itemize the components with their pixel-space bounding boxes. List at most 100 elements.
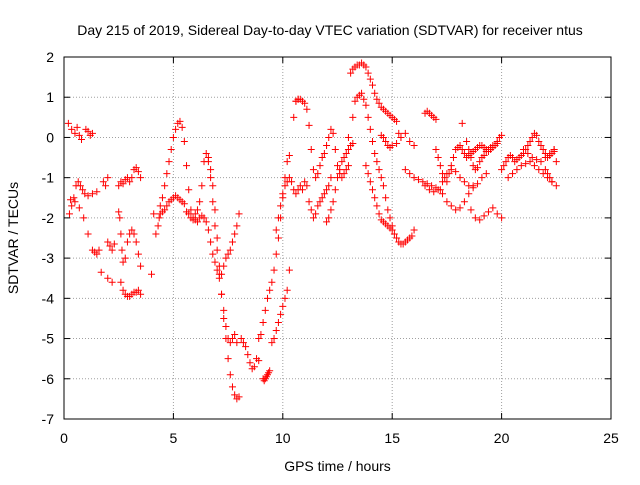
- data-point: [439, 170, 447, 178]
- data-point: [373, 202, 381, 210]
- data-point: [447, 162, 455, 170]
- data-point: [161, 206, 169, 214]
- data-point: [222, 322, 230, 330]
- data-point: [178, 123, 186, 131]
- data-point: [283, 158, 291, 166]
- data-point: [115, 208, 123, 216]
- data-point: [126, 178, 134, 186]
- data-point: [452, 206, 460, 214]
- data-point: [498, 166, 506, 174]
- y-tick-label: 2: [46, 49, 54, 65]
- data-point: [117, 230, 125, 238]
- data-point: [246, 359, 254, 367]
- data-point: [465, 146, 473, 154]
- data-point: [364, 69, 372, 77]
- data-point: [231, 331, 239, 339]
- data-point: [185, 186, 193, 194]
- data-point: [193, 206, 201, 214]
- data-point: [183, 162, 191, 170]
- data-point: [458, 119, 466, 127]
- data-point: [533, 131, 541, 139]
- data-point: [237, 335, 245, 343]
- data-point: [323, 218, 331, 226]
- data-point: [239, 339, 247, 347]
- y-tick-label: 1: [46, 89, 54, 105]
- data-point: [180, 200, 188, 208]
- data-point: [231, 391, 239, 399]
- y-axis-label: SDTVAR / TECUs: [5, 182, 21, 294]
- series-track-af: [439, 182, 477, 214]
- data-point: [257, 331, 265, 339]
- data-point: [541, 154, 549, 162]
- data-point: [191, 210, 199, 218]
- data-point: [154, 222, 162, 230]
- data-point: [316, 198, 324, 206]
- data-point: [476, 216, 484, 224]
- data-point: [397, 133, 405, 141]
- data-point: [401, 166, 409, 174]
- data-point: [334, 162, 341, 170]
- data-point: [509, 170, 517, 178]
- data-point: [379, 182, 387, 190]
- data-point: [255, 357, 263, 365]
- data-point: [460, 198, 468, 206]
- data-point: [261, 306, 269, 314]
- data-point: [84, 230, 92, 238]
- data-point: [544, 170, 552, 178]
- data-point: [318, 194, 326, 202]
- tick-layer: 0 5 10 15 20 25 -7 -6 -5 -4 -3 -2 -1 0 1 2: [42, 49, 619, 446]
- data-point: [375, 99, 383, 107]
- data-point: [371, 194, 379, 202]
- series-track-l: [152, 192, 188, 238]
- data-point: [104, 174, 112, 182]
- data-point: [327, 125, 335, 133]
- data-point: [373, 158, 381, 166]
- data-point: [329, 129, 337, 137]
- data-point: [115, 182, 123, 190]
- data-point: [338, 158, 346, 166]
- series-track-s: [268, 286, 291, 347]
- data-point: [104, 274, 112, 282]
- data-point: [465, 190, 473, 198]
- x-tick-label: 25: [603, 430, 619, 446]
- data-point: [272, 226, 280, 234]
- data-point: [218, 270, 226, 278]
- data-point: [128, 226, 136, 234]
- data-point: [180, 137, 188, 145]
- data-point: [467, 206, 475, 214]
- data-point: [161, 182, 169, 190]
- data-point: [303, 105, 311, 113]
- data-point: [176, 117, 184, 125]
- data-point: [314, 202, 322, 210]
- data-point: [320, 190, 328, 198]
- data-point: [207, 238, 215, 246]
- series-track-n: [183, 208, 243, 282]
- data-point: [362, 101, 370, 109]
- data-point: [301, 178, 309, 186]
- data-point: [123, 238, 131, 246]
- series-track-aa: [377, 129, 418, 151]
- y-tick-label: -1: [42, 170, 55, 186]
- data-point: [421, 182, 429, 190]
- data-point: [301, 99, 309, 107]
- data-point: [386, 214, 394, 222]
- data-point: [430, 188, 438, 196]
- data-point: [110, 240, 118, 248]
- data-point: [118, 246, 126, 254]
- data-point: [263, 294, 271, 302]
- data-point: [228, 383, 236, 391]
- data-point: [371, 89, 379, 97]
- data-point: [552, 158, 560, 166]
- data-point: [432, 115, 440, 123]
- data-point: [331, 146, 339, 154]
- data-point: [384, 206, 392, 214]
- data-point: [196, 198, 204, 206]
- data-point: [95, 246, 103, 254]
- data-point: [119, 258, 127, 266]
- data-point: [434, 154, 442, 162]
- data-point: [215, 274, 223, 282]
- data-point: [242, 343, 250, 351]
- data-point: [436, 162, 444, 170]
- data-point: [211, 258, 219, 266]
- data-point: [250, 363, 258, 371]
